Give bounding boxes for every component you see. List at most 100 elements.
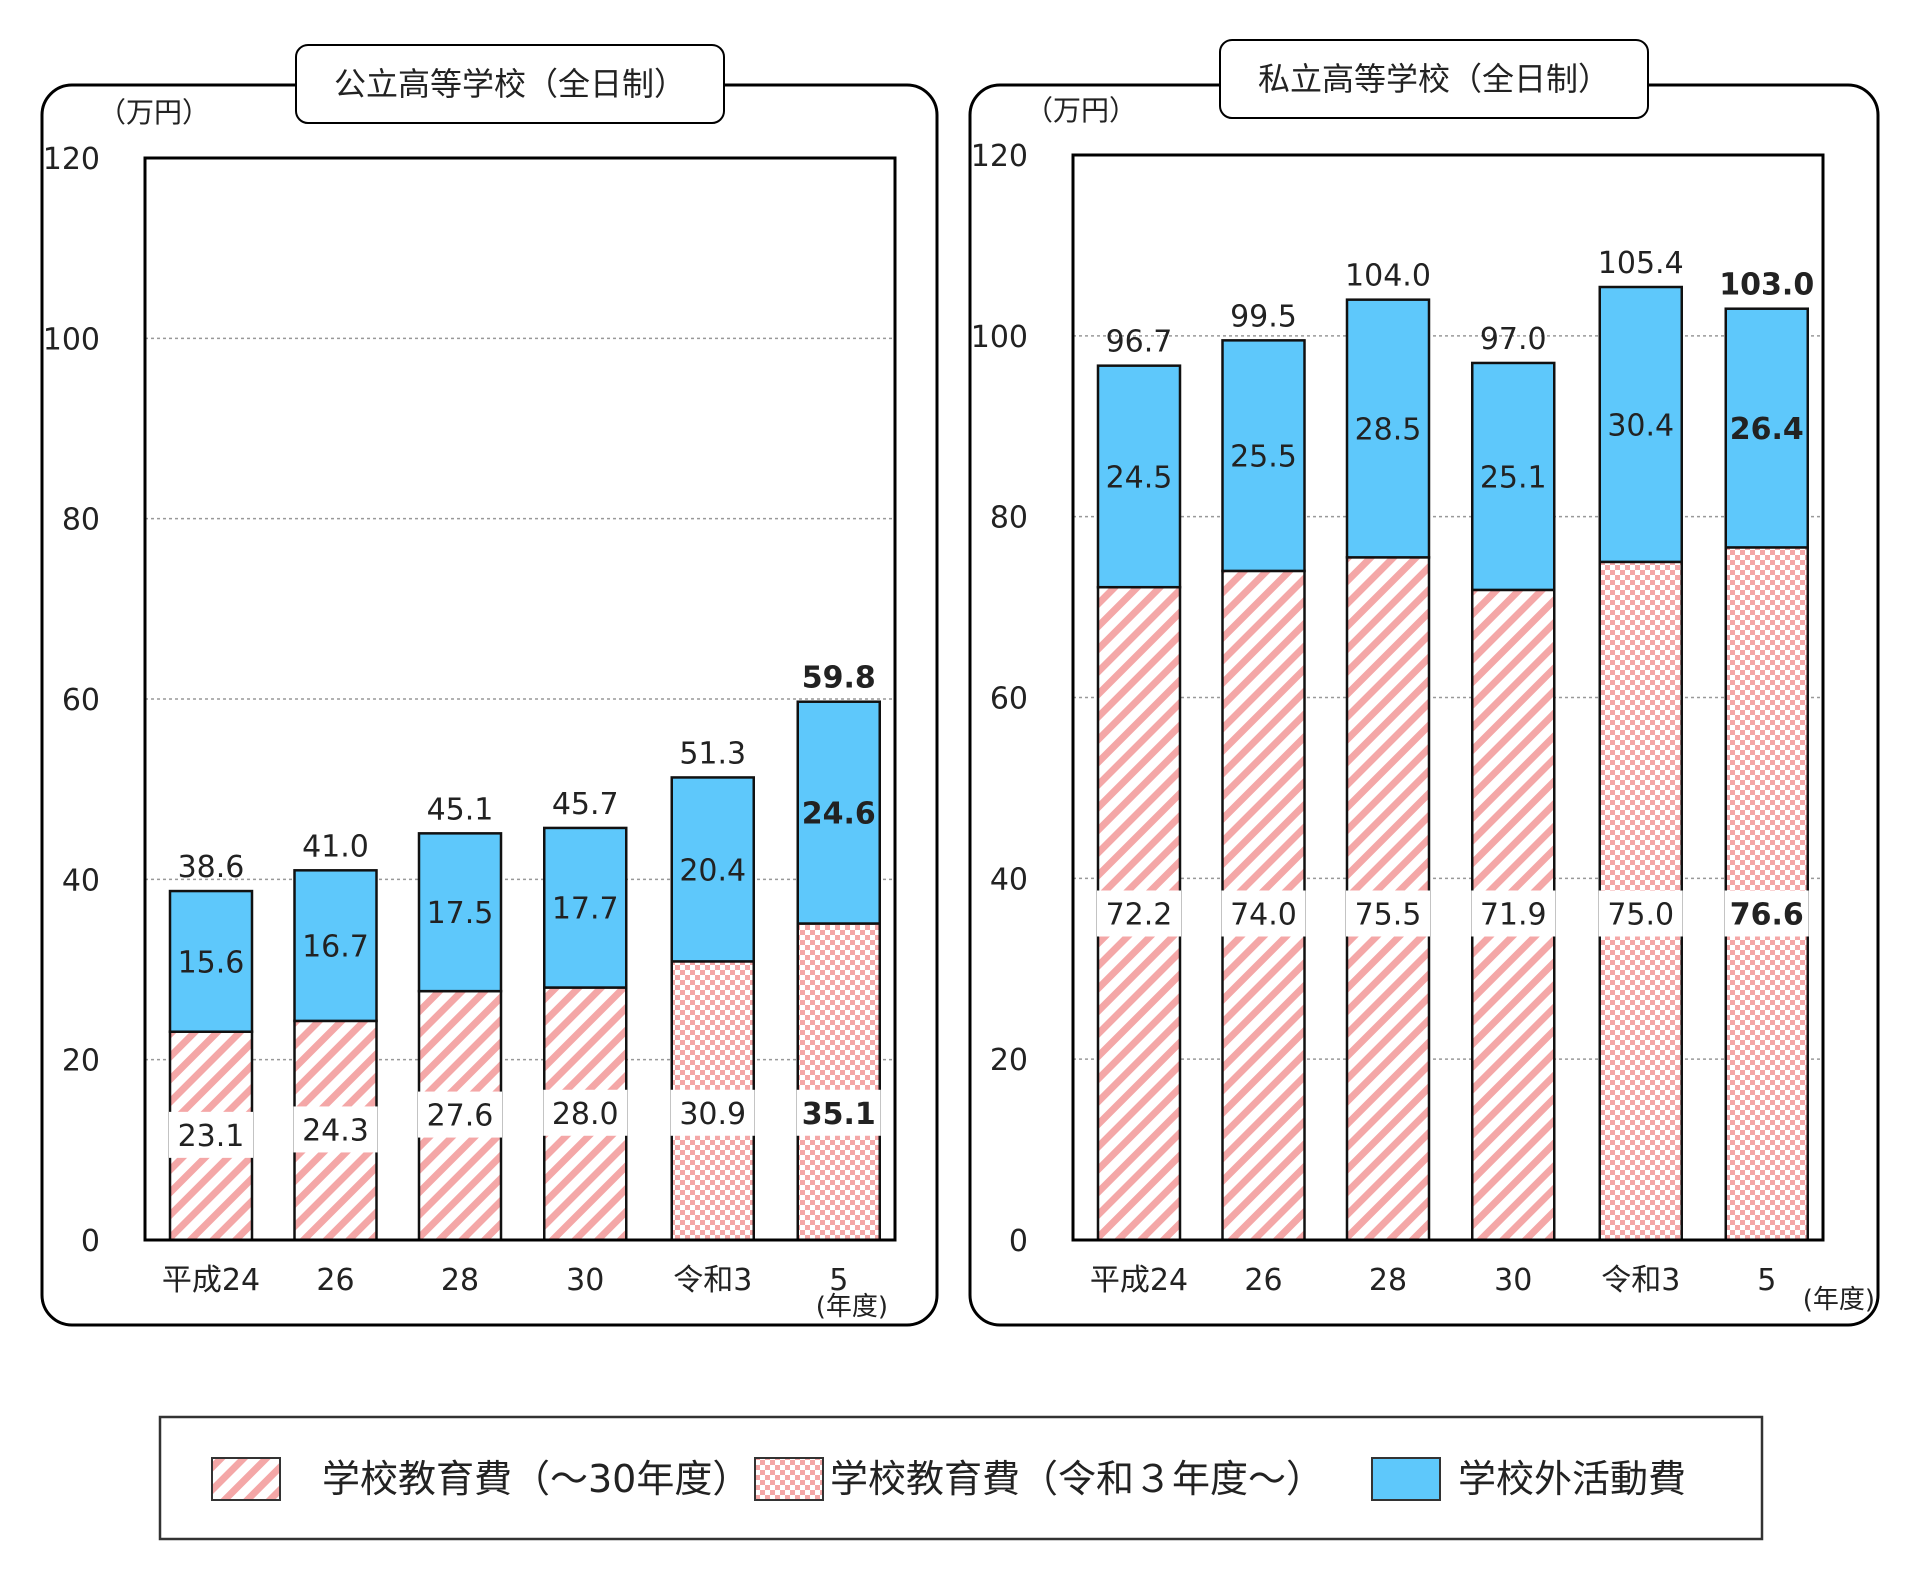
bar-activity — [1096, 364, 1182, 589]
data-label-total: 51.3 — [679, 736, 746, 771]
chart-title-box — [295, 44, 725, 124]
data-label-education: 28.0 — [552, 1097, 619, 1132]
data-label-education: 74.0 — [1230, 898, 1297, 933]
data-label-education: 75.5 — [1355, 898, 1422, 933]
data-label-bg — [1471, 890, 1556, 937]
x-tick-label: 平成24 — [162, 1263, 260, 1298]
data-label-education: 75.0 — [1607, 898, 1674, 933]
chart-panel-1: 公立高等学校（全日制） （万円） 0 20 40 60 80 100 120 23.1 15.6 38… — [40, 44, 939, 1327]
y-tick-label: 80 — [990, 501, 1028, 536]
y-tick-label: 60 — [62, 683, 100, 718]
data-label-bg — [543, 1089, 628, 1136]
data-label-activity: 30.4 — [1607, 408, 1674, 443]
x-tick-label: 平成24 — [1090, 1263, 1188, 1298]
data-label-total: 99.5 — [1230, 299, 1297, 334]
plot-area — [143, 156, 897, 1242]
x-tick-label: 5 — [829, 1263, 848, 1298]
chart-title: 私立高等学校（全日制） — [1258, 60, 1610, 98]
data-label-education: 76.6 — [1730, 898, 1804, 933]
x-tick-label: 30 — [1494, 1263, 1532, 1298]
x-tick-label: 令和3 — [1601, 1263, 1680, 1298]
data-label-activity: 17.7 — [552, 892, 619, 927]
bar-activity — [1221, 339, 1306, 573]
bar-activity — [1471, 361, 1556, 592]
data-label-activity: 15.6 — [178, 945, 245, 980]
data-label-bg — [169, 1111, 253, 1158]
data-label-total: 104.0 — [1345, 259, 1431, 294]
bar-activity — [168, 889, 254, 1033]
y-unit-label: （万円） — [1025, 94, 1137, 127]
data-label-activity: 24.6 — [802, 797, 876, 832]
data-label-activity: 20.4 — [679, 853, 746, 888]
legend-swatch-hatch — [211, 1457, 281, 1501]
bar-activity — [1345, 298, 1431, 559]
legend-swatch-check — [754, 1457, 824, 1501]
data-label-education: 30.9 — [679, 1097, 746, 1132]
data-label-activity: 17.5 — [427, 896, 494, 931]
data-label-total: 97.0 — [1480, 322, 1547, 357]
data-label-bg — [1346, 890, 1430, 937]
data-label-total: 105.4 — [1598, 246, 1684, 281]
data-label-activity: 16.7 — [302, 930, 369, 965]
x-tick-label: 28 — [441, 1263, 479, 1298]
legend-swatch-solid — [1371, 1457, 1441, 1501]
legend-label: 学校教育費（～30年度） — [322, 1457, 750, 1501]
bar-education — [796, 922, 881, 1242]
y-tick-label: 20 — [990, 1043, 1028, 1078]
data-label-total: 45.7 — [552, 787, 619, 822]
bar-activity — [417, 832, 503, 993]
data-label-education: 24.3 — [302, 1113, 369, 1148]
x-unit-label: (年度) — [1803, 1285, 1875, 1315]
data-label-activity: 24.5 — [1106, 460, 1173, 495]
data-label-activity: 25.1 — [1480, 460, 1547, 495]
data-label-total: 59.8 — [802, 661, 876, 696]
y-tick-label: 120 — [43, 142, 100, 177]
bar-activity — [1598, 285, 1683, 564]
data-label-bg — [418, 1091, 502, 1138]
y-tick-label: 80 — [62, 503, 100, 538]
data-label-bg — [1598, 890, 1683, 937]
chart-panel-2: 私立高等学校（全日制） （万円） 0 20 40 60 80 100 120 72.2 24.5 96… — [968, 39, 1880, 1327]
y-tick-label: 60 — [990, 682, 1028, 717]
y-tick-label: 0 — [1009, 1224, 1028, 1259]
data-label-total: 41.0 — [302, 829, 369, 864]
data-label-education: 23.1 — [178, 1119, 245, 1154]
legend-box — [158, 1415, 1764, 1541]
data-label-bg — [1097, 890, 1181, 937]
x-unit-label: (年度) — [816, 1292, 888, 1322]
data-label-total: 96.7 — [1106, 325, 1173, 360]
y-tick-label: 100 — [43, 322, 100, 357]
data-label-education: 71.9 — [1480, 898, 1547, 933]
data-label-activity: 25.5 — [1230, 440, 1297, 475]
legend-label: 学校外活動費 — [1458, 1457, 1686, 1501]
bar-activity — [796, 700, 881, 925]
data-label-bg — [796, 1089, 881, 1136]
x-tick-label: 26 — [316, 1263, 354, 1298]
plot-area — [1071, 153, 1825, 1242]
data-label-total: 38.6 — [178, 850, 245, 885]
x-tick-label: 26 — [1244, 1263, 1282, 1298]
legend-label: 学校教育費（令和３年度～） — [830, 1457, 1324, 1501]
data-label-education: 72.2 — [1106, 898, 1173, 933]
bar-activity — [543, 826, 628, 989]
y-tick-label: 100 — [971, 320, 1028, 355]
legend: 学校教育費（～30年度） 学校教育費（令和３年度～） 学校外活動費 — [158, 1415, 1764, 1541]
x-tick-label: 令和3 — [673, 1263, 752, 1298]
data-label-activity: 26.4 — [1730, 412, 1804, 447]
data-label-total: 103.0 — [1719, 268, 1814, 303]
y-tick-label: 20 — [62, 1044, 100, 1079]
y-tick-label: 40 — [62, 863, 100, 898]
y-tick-label: 0 — [81, 1224, 100, 1259]
x-tick-label: 28 — [1369, 1263, 1407, 1298]
y-tick-label: 120 — [971, 139, 1028, 174]
x-tick-label: 30 — [566, 1263, 604, 1298]
data-label-total: 45.1 — [427, 792, 494, 827]
data-label-bg — [670, 1089, 755, 1136]
y-unit-label: （万円） — [98, 96, 210, 129]
data-label-bg — [1221, 890, 1306, 937]
bar-activity — [670, 776, 755, 963]
y-tick-label: 40 — [990, 862, 1028, 897]
x-tick-label: 5 — [1757, 1263, 1776, 1298]
